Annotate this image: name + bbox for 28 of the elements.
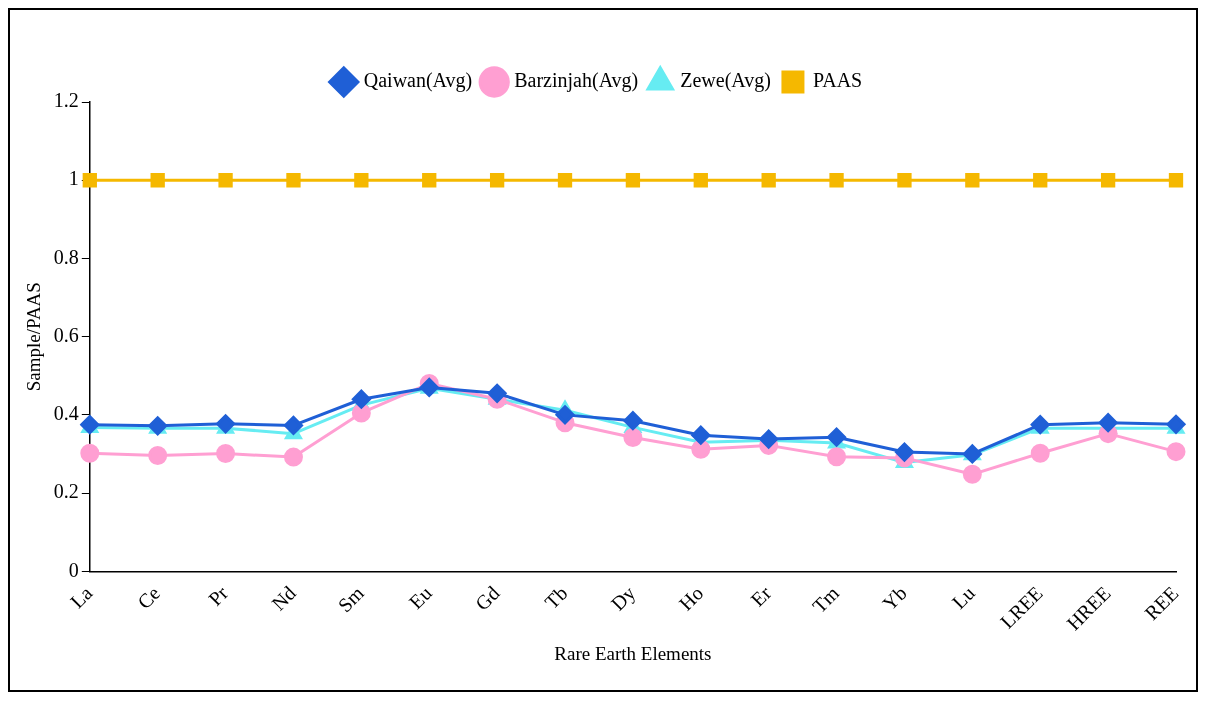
x-tick-label: Pr — [203, 581, 233, 610]
x-tick-label: Dy — [606, 581, 641, 616]
x-axis-title: Rare Earth Elements — [554, 642, 712, 664]
x-tick-label: Nd — [267, 581, 300, 615]
x-tick-label: Tb — [540, 581, 572, 614]
y-tick-label: 0.8 — [53, 245, 79, 268]
x-tick-label: Ho — [674, 581, 708, 615]
y-tick-label: 0.6 — [53, 323, 79, 346]
y-tick-label: 0 — [68, 558, 79, 581]
x-tick-label: REE — [1140, 581, 1183, 625]
y-tick-label: 0.4 — [53, 402, 79, 425]
legend-label: Zewe(Avg) — [680, 69, 771, 93]
y-tick-label: 1.2 — [53, 89, 79, 112]
y-axis-title: Sample/PAAS — [23, 282, 45, 392]
x-tick-label: Eu — [404, 581, 436, 614]
x-tick-label: Gd — [470, 581, 504, 615]
x-tick-label: Tm — [807, 581, 844, 617]
x-tick-label: Er — [746, 581, 776, 611]
x-tick-label: Yb — [878, 581, 911, 615]
y-tick-label: 1 — [68, 167, 79, 190]
x-tick-label: Sm — [333, 581, 369, 617]
x-tick-label: Ce — [132, 581, 165, 614]
x-tick-label: Lu — [947, 581, 979, 614]
x-tick-label: La — [65, 581, 97, 613]
legend-label: Qaiwan(Avg) — [363, 69, 473, 93]
y-tick-label: 0.2 — [53, 480, 79, 503]
legend-label: Barzinjah(Avg) — [514, 69, 639, 93]
legend-label: PAAS — [812, 69, 863, 92]
